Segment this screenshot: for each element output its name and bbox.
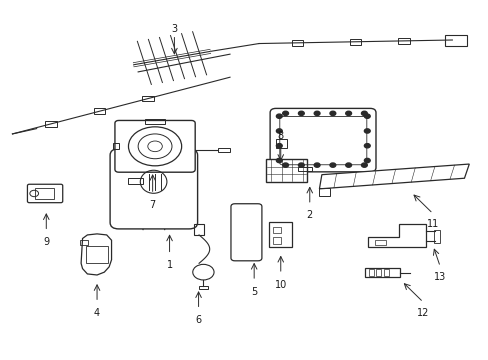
FancyBboxPatch shape <box>115 121 195 172</box>
Text: 4: 4 <box>94 308 100 318</box>
Circle shape <box>364 144 369 148</box>
Bar <box>94 108 105 114</box>
Bar <box>365 267 399 278</box>
Bar <box>444 35 466 46</box>
Circle shape <box>364 129 369 133</box>
Text: 6: 6 <box>195 315 201 325</box>
Circle shape <box>282 163 288 167</box>
FancyBboxPatch shape <box>110 149 197 229</box>
Bar <box>112 144 119 149</box>
Bar <box>384 269 388 276</box>
Bar <box>291 40 303 46</box>
Bar <box>193 224 204 235</box>
Circle shape <box>329 111 335 116</box>
Bar <box>45 121 57 127</box>
Bar <box>268 222 291 247</box>
Circle shape <box>329 163 335 167</box>
Circle shape <box>276 144 282 148</box>
Circle shape <box>276 129 282 133</box>
Bar <box>86 246 107 263</box>
Bar <box>80 240 88 244</box>
Text: 5: 5 <box>250 287 257 297</box>
Circle shape <box>345 111 351 116</box>
Bar <box>434 230 439 243</box>
Circle shape <box>276 114 282 118</box>
Circle shape <box>345 163 351 167</box>
Circle shape <box>282 111 288 116</box>
Text: 8: 8 <box>277 131 283 141</box>
Polygon shape <box>367 224 425 247</box>
Bar <box>199 285 207 289</box>
Bar <box>272 237 281 244</box>
Text: 9: 9 <box>43 237 49 247</box>
Circle shape <box>364 158 369 163</box>
Bar <box>145 119 164 123</box>
Bar <box>218 148 229 152</box>
Circle shape <box>314 111 319 116</box>
Text: 7: 7 <box>149 200 156 210</box>
Bar <box>376 269 381 276</box>
Text: 13: 13 <box>433 273 446 283</box>
Bar <box>297 167 311 171</box>
Bar <box>35 188 53 199</box>
Polygon shape <box>81 234 111 275</box>
Circle shape <box>361 111 366 116</box>
Text: 3: 3 <box>171 24 177 34</box>
Circle shape <box>276 158 282 163</box>
Text: 12: 12 <box>416 308 428 318</box>
Bar <box>397 38 409 44</box>
Circle shape <box>298 163 304 167</box>
Text: 11: 11 <box>426 219 438 229</box>
Bar <box>275 139 286 148</box>
Text: 2: 2 <box>306 211 312 220</box>
Bar <box>319 188 329 196</box>
Circle shape <box>298 111 304 116</box>
Bar <box>128 178 142 184</box>
Circle shape <box>314 163 319 167</box>
Polygon shape <box>319 164 468 189</box>
Bar <box>265 159 307 182</box>
Bar <box>368 269 373 276</box>
Circle shape <box>361 163 366 167</box>
FancyBboxPatch shape <box>230 204 262 261</box>
Bar <box>272 227 281 233</box>
Bar <box>374 239 385 244</box>
Text: 1: 1 <box>166 260 172 270</box>
FancyBboxPatch shape <box>269 108 375 172</box>
Text: 10: 10 <box>274 280 286 289</box>
Circle shape <box>364 114 369 118</box>
Bar <box>349 39 361 45</box>
FancyBboxPatch shape <box>27 184 62 203</box>
Bar <box>142 96 153 102</box>
